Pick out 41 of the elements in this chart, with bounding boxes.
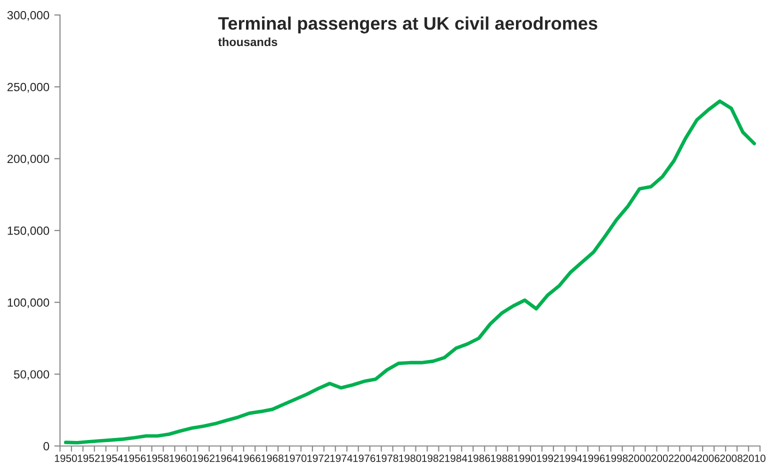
x-tick-label: 1996	[582, 454, 605, 462]
line-series	[64, 99, 756, 444]
x-tick-label: 1992	[536, 454, 559, 462]
y-tick-label: 0	[43, 442, 50, 450]
x-tick-label: 1954	[100, 454, 123, 462]
chart-title: Terminal passengers at UK civil aerodromes	[218, 16, 598, 34]
x-tick-label: 1980	[399, 454, 422, 462]
x-tick-label: 1960	[170, 454, 192, 462]
text: thousands	[218, 38, 278, 46]
x-tick-label: 1962	[192, 454, 215, 462]
x-tick-label: 1972	[307, 454, 330, 462]
x-tick-label: 1956	[124, 454, 146, 462]
x-tick-label: 2000	[628, 454, 651, 462]
x-tick-label: 1994	[560, 454, 582, 462]
x-tick-label: 1966	[238, 454, 260, 462]
y-tick-label: 200,000	[8, 154, 50, 164]
x-tick-label: 1998	[606, 454, 628, 462]
x-tick-label: 1990	[514, 454, 536, 462]
y-tick-label: 250,000	[8, 82, 50, 93]
x-tick-label: 2006	[697, 454, 720, 462]
x-tick-label: 1974	[330, 454, 352, 462]
x-tick-label: 1958	[146, 454, 169, 462]
x-tick-label: 1988	[491, 454, 513, 462]
x-tick-label: 1978	[376, 454, 398, 462]
y-tick-label: 50,000	[14, 370, 50, 380]
x-tick-label: 2008	[720, 454, 742, 462]
x-tick-label: 2010	[743, 454, 766, 462]
x-tick-label: 1982	[422, 454, 444, 462]
y-tick-label: 150,000	[8, 226, 50, 236]
x-tick-label: 1968	[262, 454, 284, 462]
x-tick-label: 1950	[54, 454, 77, 462]
y-tick-label: 100,000	[8, 298, 50, 308]
x-tick-label: 1986	[468, 454, 490, 462]
x-tick-label: 1964	[216, 454, 238, 462]
x-tick-label: 2002	[651, 454, 674, 462]
y-tick-label: 300,000	[7, 11, 50, 21]
x-tick-label: 2004	[674, 454, 697, 462]
x-tick-label: 1970	[284, 454, 306, 462]
x-tick-label: 1984	[445, 454, 468, 462]
x-tick-label: 1952	[78, 454, 100, 462]
x-tick-label: 1976	[353, 454, 376, 462]
